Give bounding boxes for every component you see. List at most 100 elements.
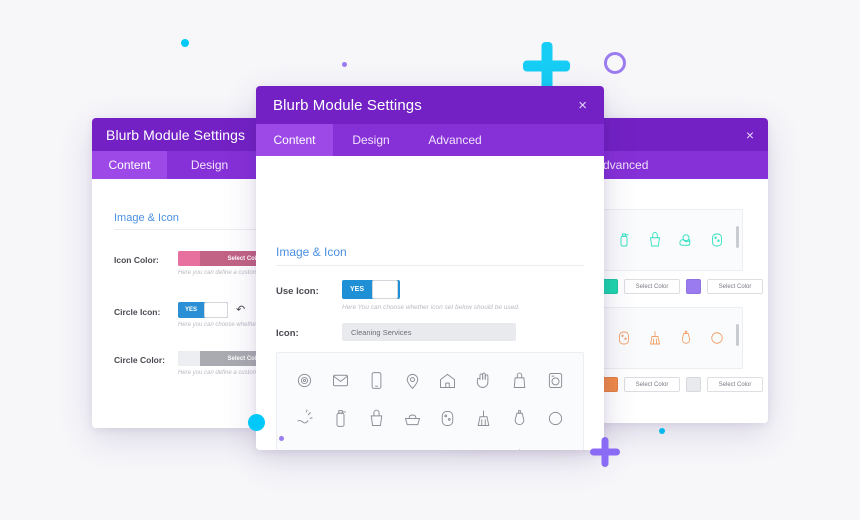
teal-color-swatch-2[interactable] [686, 279, 701, 294]
icon-select-value: Cleaning Services [351, 327, 412, 337]
teal-panel-scrollbar[interactable] [736, 226, 739, 248]
paint-bucket-icon[interactable] [394, 438, 430, 450]
tab-design[interactable]: Design [167, 151, 252, 179]
purple-dot-small-bottom [279, 436, 284, 441]
use-icon-toggle[interactable]: YES [342, 280, 400, 299]
vacuum-icon[interactable] [537, 438, 573, 450]
purple-dot-small-top [342, 62, 347, 67]
orange-select-color-button-1[interactable]: Select Color [624, 377, 680, 392]
sponge-icon[interactable] [701, 214, 732, 266]
broom-icon[interactable] [466, 400, 502, 439]
icon-color-button-label: Select Color [227, 255, 263, 262]
soap-bar-icon[interactable] [430, 438, 466, 450]
tab-advanced-label: Advanced [595, 158, 649, 172]
recycle-icon[interactable] [287, 438, 323, 450]
envelope-icon[interactable] [323, 361, 359, 400]
purple-plus-icon [590, 437, 620, 467]
use-icon-help: Here You can choose whether icon set bel… [342, 304, 520, 311]
icon-color-help: Here you can define a custom color for y… [178, 270, 309, 276]
section-divider [276, 265, 584, 266]
teal-color-swatch-1[interactable] [603, 279, 618, 294]
spray-bottle-icon[interactable] [323, 400, 359, 439]
washing-machine-icon[interactable] [537, 361, 573, 400]
tab-content[interactable]: Content [92, 151, 167, 179]
tab-design-label: Design [352, 133, 390, 147]
tab-content[interactable]: Content [256, 124, 333, 156]
revert-arrow-icon[interactable]: ↶ [236, 304, 246, 316]
broom-icon[interactable] [639, 312, 670, 364]
icon-color-label: Icon Color: [114, 255, 159, 265]
location-pin-icon[interactable] [394, 361, 430, 400]
icon-picker-grid [277, 353, 583, 450]
circle-color-label: Circle Color: [114, 355, 166, 365]
orange-icon-grid [604, 308, 742, 368]
orange-color-swatch-2[interactable] [686, 377, 701, 392]
detergent-icon[interactable] [670, 312, 701, 364]
towel-icon[interactable] [466, 438, 502, 450]
basin-icon[interactable] [394, 400, 430, 439]
use-icon-label: Use Icon: [276, 286, 319, 297]
circle-color-help: Here you can define a custom color for t… [178, 370, 322, 376]
wipe-cloth-icon[interactable] [359, 438, 395, 450]
spiral-icon[interactable] [287, 361, 323, 400]
mobile-phone-icon[interactable] [359, 361, 395, 400]
detergent-bottle-icon[interactable] [502, 400, 538, 439]
tab-advanced-label: Advanced [428, 133, 482, 147]
circle-icon-toggle-knob[interactable] [204, 302, 228, 318]
washing-machine-icon[interactable] [670, 214, 701, 266]
orange-panel-controls: Select Color Select Color Remove [603, 377, 768, 392]
icon-select-label: Icon: [276, 328, 299, 339]
section-title-image-icon: Image & Icon [114, 212, 179, 224]
bag-icon[interactable] [502, 361, 538, 400]
tab-advanced[interactable]: Advanced [409, 124, 501, 156]
use-icon-toggle-value: YES [349, 286, 364, 293]
cyan-dot-small-right [659, 428, 665, 434]
teal-select-color-label-2: Select Color [718, 283, 752, 290]
dialog-main-tabs: Content Design Advanced [256, 124, 604, 156]
tab-content-label: Content [273, 133, 316, 147]
water-splash-icon[interactable] [287, 400, 323, 439]
icon-picker-panel [276, 352, 584, 450]
use-icon-toggle-knob[interactable] [372, 280, 398, 299]
icon-select-input[interactable]: Cleaning Services [342, 323, 516, 341]
spray-bottle-icon[interactable] [608, 214, 639, 266]
teal-select-color-button-1[interactable]: Select Color [624, 279, 680, 294]
dialog-main-title: Blurb Module Settings [273, 96, 422, 114]
teal-panel-controls: Select Color Select Color Remove [603, 279, 768, 294]
bucket-icon[interactable] [639, 214, 670, 266]
trash-bin-icon[interactable] [323, 438, 359, 450]
dialog-main-header: Blurb Module Settings × [256, 86, 604, 124]
circle-color-swatch[interactable] [178, 351, 200, 366]
hand-icon[interactable] [466, 361, 502, 400]
orange-icon-panel [603, 307, 743, 369]
bubble-icon[interactable] [701, 312, 732, 364]
teal-select-color-label-1: Select Color [635, 283, 669, 290]
teal-icon-grid [604, 210, 742, 270]
orange-panel-scrollbar[interactable] [736, 324, 739, 346]
close-icon[interactable]: × [578, 96, 587, 114]
brush-icon[interactable] [502, 438, 538, 450]
orange-select-color-label-1: Select Color [635, 381, 669, 388]
bucket-icon[interactable] [359, 400, 395, 439]
circle-icon-toggle-value: YES [184, 307, 197, 313]
orange-color-swatch-1[interactable] [603, 377, 618, 392]
sponge-icon[interactable] [608, 312, 639, 364]
close-icon[interactable]: × [745, 126, 754, 143]
tab-design[interactable]: Design [333, 124, 409, 156]
tab-content-label: Content [108, 158, 151, 172]
tab-advanced[interactable]: Advanced [455, 151, 768, 179]
orange-select-color-button-2[interactable]: Select Color [707, 377, 763, 392]
cyan-plus-icon [523, 42, 570, 89]
circle-color-button-label: Select Color [227, 355, 263, 362]
purple-ring-icon [604, 52, 626, 74]
dialog-main: Blurb Module Settings × Content Design A… [256, 86, 604, 450]
house-icon[interactable] [430, 361, 466, 400]
sponge-icon[interactable] [430, 400, 466, 439]
orange-select-color-label-2: Select Color [718, 381, 752, 388]
bubble-icon[interactable] [537, 400, 573, 439]
icon-color-swatch[interactable] [178, 251, 200, 266]
cyan-dot-small-top [181, 39, 189, 47]
circle-icon-toggle[interactable]: YES [178, 302, 228, 318]
section-title-image-icon: Image & Icon [276, 245, 347, 259]
teal-select-color-button-2[interactable]: Select Color [707, 279, 763, 294]
